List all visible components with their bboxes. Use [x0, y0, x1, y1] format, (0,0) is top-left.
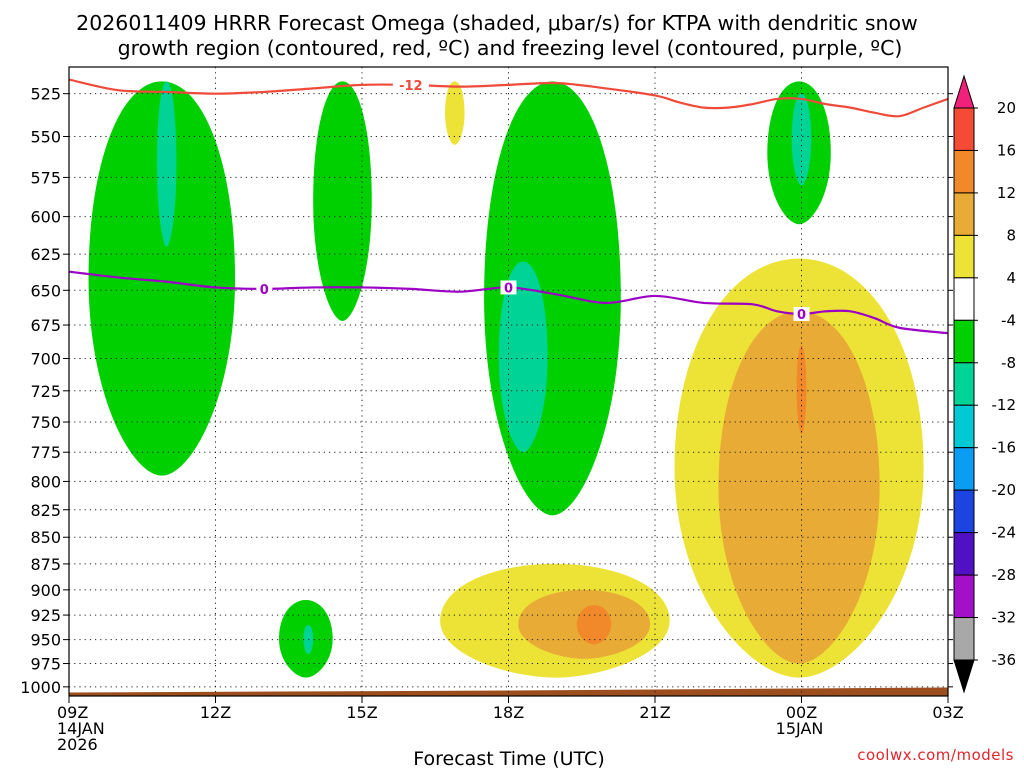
contour-label-0: 0 — [797, 308, 806, 323]
contour-label-bg — [793, 307, 810, 322]
colorbar-label--8: -8 — [1001, 354, 1016, 372]
omega-region-2 — [313, 81, 372, 321]
omega-region-1 — [156, 81, 177, 247]
y-tick-label-875: 875 — [30, 555, 61, 574]
y-axis-ticks: 525 550 575 600 625 650 675 700 725 750 775 800 825 8… — [20, 85, 953, 697]
contour-label-0: 0 — [260, 283, 269, 298]
contour-0 — [69, 270, 948, 335]
omega-region-15 — [576, 605, 612, 645]
colorbar-label-20: 20 — [997, 99, 1016, 117]
title-line-2: growth region (contoured, red, ºC) and f… — [118, 36, 903, 60]
y-tick-label-650: 650 — [30, 281, 61, 300]
y-tick-label-975: 975 — [30, 655, 61, 674]
contour-label-0: 0 — [504, 281, 513, 296]
colorbar-band-1 — [953, 107, 975, 151]
colorbar-band-6 — [953, 319, 975, 364]
colorbar-label--12: -12 — [992, 396, 1017, 414]
y-tick-label-675: 675 — [30, 316, 61, 335]
colorbar-label--24: -24 — [992, 524, 1017, 542]
y-tick-label-625: 625 — [30, 245, 61, 264]
y-tick-label-700: 700 — [30, 350, 61, 369]
omega-region-7 — [791, 93, 812, 186]
omega-region-17 — [718, 311, 880, 664]
colorbar-label--4: -4 — [1001, 311, 1016, 329]
colorbar-band-7 — [953, 362, 975, 406]
x-tick-label-21Z: 21Z — [639, 703, 670, 722]
x-axis-label: Forecast Time (UTC) — [413, 748, 604, 768]
omega-region-10 — [948, 491, 953, 570]
omega-region-0 — [88, 81, 236, 476]
y-tick-label-525: 525 — [30, 85, 61, 104]
colorbar-band-3 — [953, 192, 975, 236]
colorbar-band-5 — [953, 277, 975, 321]
x-tick-label-03Z: 03Z — [932, 703, 963, 722]
y-tick-label-950: 950 — [30, 631, 61, 650]
colorbar-label-8: 8 — [1006, 226, 1016, 244]
y-tick-label-575: 575 — [30, 168, 61, 187]
colorbar-label-16: 16 — [997, 141, 1016, 159]
x-tick-label-15JAN: 15JAN — [776, 719, 824, 738]
colorbar-label--28: -28 — [992, 566, 1017, 584]
colorbar: 20 16 12 8 4 -4 -8 -12 -16 -20 -24 -28 -32 -36 — [953, 74, 1017, 694]
colorbar-label-12: 12 — [997, 184, 1016, 202]
colorbar-label-4: 4 — [1006, 269, 1016, 287]
colorbar-band-11 — [953, 532, 975, 576]
contour--12 — [69, 78, 948, 118]
chart-title: 2026011409 HRRR Forecast Omega (shaded, … — [76, 11, 918, 60]
colorbar-label--32: -32 — [992, 609, 1017, 627]
colorbar-band-2 — [953, 149, 975, 194]
omega-region-5 — [498, 261, 548, 453]
x-tick-label-18Z: 18Z — [493, 703, 524, 722]
x-tick-label-12Z: 12Z — [200, 703, 231, 722]
contour-label--12: -12 — [399, 79, 423, 94]
y-tick-label-800: 800 — [30, 472, 61, 491]
y-tick-label-550: 550 — [30, 128, 61, 147]
contour-label-bg — [392, 77, 429, 92]
credit-link[interactable]: coolwx.com/models — [857, 746, 1014, 764]
x-tick-label-15Z: 15Z — [346, 703, 377, 722]
colorbar-label--20: -20 — [992, 481, 1017, 499]
y-tick-label-825: 825 — [30, 501, 61, 520]
contour-label-bg — [256, 281, 273, 296]
y-tick-label-750: 750 — [30, 413, 61, 432]
y-tick-label-850: 850 — [30, 528, 61, 547]
colorbar-band-10 — [953, 489, 975, 534]
y-tick-label-725: 725 — [30, 382, 61, 401]
colorbar-band-4 — [953, 234, 975, 279]
colorbar-top-triangle — [953, 74, 975, 109]
plot-area — [69, 81, 953, 696]
colorbar-bottom-triangle — [953, 659, 975, 694]
contour-label-bg — [500, 280, 517, 295]
y-tick-label-900: 900 — [30, 581, 61, 600]
x-tick-label-00Z: 00Z — [786, 703, 817, 722]
colorbar-label--36: -36 — [992, 651, 1017, 669]
x-tick-label-2026: 2026 — [57, 735, 98, 754]
colorbar-band-12 — [953, 574, 975, 619]
temperature-contours: -12 0 0 0 — [69, 77, 948, 335]
colorbar-band-13 — [953, 617, 975, 661]
omega-region-3 — [445, 81, 465, 145]
x-tick-label-14JAN: 14JAN — [57, 719, 105, 738]
colorbar-band-9 — [953, 447, 975, 491]
x-tick-label-09Z: 09Z — [57, 703, 88, 722]
colorbar-label--16: -16 — [992, 439, 1017, 457]
colorbar-band-8 — [953, 404, 975, 449]
y-tick-label-925: 925 — [30, 606, 61, 625]
title-line-1: 2026011409 HRRR Forecast Omega (shaded, … — [76, 11, 918, 35]
y-tick-label-600: 600 — [30, 208, 61, 227]
y-tick-label-1000: 1000 — [20, 678, 61, 697]
y-tick-label-775: 775 — [30, 443, 61, 462]
